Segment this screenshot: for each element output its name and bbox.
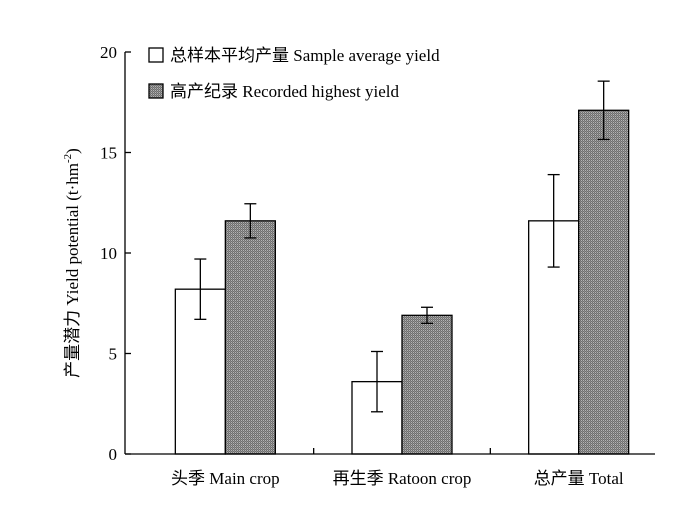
x-category-label: 总产量 Total [534, 469, 624, 488]
x-category-label: 再生季 Ratoon crop [333, 469, 472, 488]
bar-recorded-highest [224, 220, 276, 455]
y-axis-title: 产量潜力 Yield potential (t·hm-2) [62, 148, 82, 378]
x-ticks-group: 头季 Main crop 再生季 Ratoon crop 总产量 Total [171, 448, 624, 488]
y-tick-label: 15 [100, 144, 117, 163]
legend-swatch-sample-average [148, 47, 164, 63]
y-axis-title-superscript: -2 [62, 154, 74, 163]
y-tick-label: 0 [109, 445, 118, 464]
x-category-label: 头季 Main crop [171, 469, 280, 488]
bar-recorded-highest [401, 314, 453, 455]
legend-label-recorded-highest: 高产纪录 Recorded highest yield [170, 82, 399, 101]
error-bars-group [194, 80, 610, 413]
y-tick-label: 20 [100, 43, 117, 62]
legend-label-sample-average: 总样本平均产量 Sample average yield [170, 46, 440, 65]
bars-group [174, 109, 630, 455]
y-tick-label: 5 [109, 345, 118, 364]
y-ticks-group: 0 5 10 15 20 [100, 43, 131, 464]
y-axis-title-main: 产量潜力 Yield potential (t·hm [63, 163, 82, 378]
legend-swatch-recorded-highest [148, 83, 164, 99]
y-tick-label: 10 [100, 244, 117, 263]
bar-recorded-highest [578, 109, 630, 455]
legend: 总样本平均产量 Sample average yield 高产纪录 Record… [148, 46, 440, 101]
y-axis-title-close: ) [63, 148, 82, 154]
